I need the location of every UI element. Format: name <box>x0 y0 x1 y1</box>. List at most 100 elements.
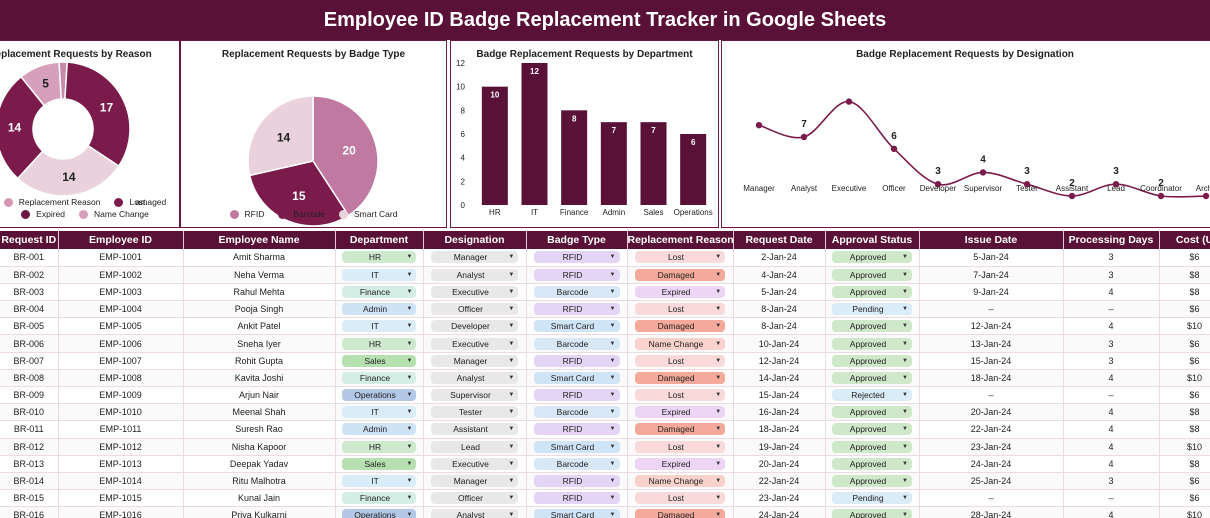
table-cell[interactable]: BR-016 <box>0 506 59 518</box>
table-cell[interactable]: $8 <box>1159 283 1210 302</box>
chart-desig-panel[interactable]: Badge Replacement Requests by Designatio… <box>721 40 1210 228</box>
table-cell[interactable]: Amit Sharma <box>183 249 336 267</box>
table-cell[interactable]: Sales <box>335 352 424 370</box>
dropdown-chip[interactable]: Sales <box>341 457 417 470</box>
table-cell[interactable]: Damaged <box>627 317 734 336</box>
table-cell[interactable]: Expired <box>627 283 734 302</box>
dropdown-chip[interactable]: Expired <box>634 406 726 419</box>
table-cell[interactable]: Pooja Singh <box>183 300 336 319</box>
dropdown-chip[interactable]: Approved <box>832 423 912 436</box>
table-cell[interactable]: 3 <box>1063 249 1160 267</box>
table-cell[interactable]: Neha Verma <box>183 266 336 284</box>
dropdown-chip[interactable]: Name Change <box>634 337 726 350</box>
table-cell[interactable]: BR-012 <box>0 438 59 456</box>
table-cell[interactable]: Kunal Jain <box>183 489 336 508</box>
dropdown-chip[interactable]: Smart Card <box>533 371 620 384</box>
table-cell[interactable]: 16-Jan-24 <box>733 403 826 422</box>
table-cell[interactable]: EMP-1013 <box>58 455 184 473</box>
dropdown-chip[interactable]: RFID <box>533 492 620 505</box>
table-cell[interactable]: Officer <box>423 300 527 319</box>
table-cell[interactable]: IT <box>335 403 424 422</box>
table-cell[interactable]: BR-011 <box>0 420 59 439</box>
dropdown-chip[interactable]: RFID <box>533 251 620 264</box>
table-cell[interactable]: 3 <box>1063 352 1160 370</box>
dropdown-chip[interactable]: Approved <box>832 440 912 453</box>
dropdown-chip[interactable]: Analyst <box>430 509 519 518</box>
column-header[interactable]: Issue Date <box>919 231 1064 249</box>
table-cell[interactable]: – <box>1063 300 1160 319</box>
table-cell[interactable]: EMP-1006 <box>58 334 184 353</box>
table-cell[interactable]: IT <box>335 317 424 336</box>
table-cell[interactable]: EMP-1007 <box>58 352 184 370</box>
dropdown-chip[interactable]: RFID <box>533 303 620 316</box>
table-cell[interactable]: 14-Jan-24 <box>733 369 826 388</box>
dropdown-chip[interactable]: Barcode <box>533 457 620 470</box>
table-cell[interactable]: EMP-1002 <box>58 266 184 284</box>
table-cell[interactable]: RFID <box>526 249 628 267</box>
table-cell[interactable]: Tester <box>423 403 527 422</box>
dropdown-chip[interactable]: Expired <box>634 457 726 470</box>
dropdown-chip[interactable]: Lost <box>634 492 726 505</box>
table-cell[interactable]: BR-014 <box>0 472 59 491</box>
table-cell[interactable]: Barcode <box>526 403 628 422</box>
table-cell[interactable]: 28-Jan-24 <box>919 506 1064 518</box>
table-cell[interactable]: BR-002 <box>0 266 59 284</box>
table-cell[interactable]: Expired <box>627 455 734 473</box>
table-cell[interactable]: Lost <box>627 489 734 508</box>
chart-reason-panel[interactable]: Replacement Requests by Reason 17 14 14 5 R… <box>0 40 180 228</box>
dropdown-chip[interactable]: Manager <box>430 354 519 367</box>
table-cell[interactable]: RFID <box>526 300 628 319</box>
table-cell[interactable]: Rohit Gupta <box>183 352 336 370</box>
dropdown-chip[interactable]: RFID <box>533 389 620 402</box>
table-cell[interactable]: Approved <box>825 438 920 456</box>
table-cell[interactable]: 7-Jan-24 <box>919 266 1064 284</box>
table-cell[interactable]: Supervisor <box>423 386 527 405</box>
table-cell[interactable]: – <box>1063 489 1160 508</box>
dropdown-chip[interactable]: Officer <box>430 492 519 505</box>
dropdown-chip[interactable]: IT <box>341 475 417 488</box>
table-cell[interactable]: Smart Card <box>526 317 628 336</box>
table-cell[interactable]: Approved <box>825 317 920 336</box>
table-cell[interactable]: Kavita Joshi <box>183 369 336 388</box>
table-cell[interactable]: EMP-1015 <box>58 489 184 508</box>
dropdown-chip[interactable]: Executive <box>430 457 519 470</box>
dropdown-chip[interactable]: Approved <box>832 475 912 488</box>
table-cell[interactable]: Operations <box>335 506 424 518</box>
table-cell[interactable]: 25-Jan-24 <box>919 472 1064 491</box>
table-cell[interactable]: 4 <box>1063 455 1160 473</box>
dropdown-chip[interactable]: Damaged <box>634 268 726 281</box>
table-cell[interactable]: Approved <box>825 369 920 388</box>
column-header[interactable]: Employee ID <box>58 231 184 249</box>
dropdown-chip[interactable]: Damaged <box>634 509 726 518</box>
dropdown-chip[interactable]: Approved <box>832 285 912 298</box>
table-cell[interactable]: EMP-1008 <box>58 369 184 388</box>
table-cell[interactable]: 22-Jan-24 <box>733 472 826 491</box>
column-header[interactable]: Designation <box>423 231 527 249</box>
table-cell[interactable]: $6 <box>1159 300 1210 319</box>
table-cell[interactable]: 4 <box>1063 317 1160 336</box>
table-cell[interactable]: $10 <box>1159 506 1210 518</box>
table-cell[interactable]: 4 <box>1063 403 1160 422</box>
dropdown-chip[interactable]: Pending <box>832 303 912 316</box>
dropdown-chip[interactable]: Smart Card <box>533 509 620 518</box>
table-cell[interactable]: EMP-1016 <box>58 506 184 518</box>
table-cell[interactable]: $6 <box>1159 386 1210 405</box>
dropdown-chip[interactable]: Tester <box>430 406 519 419</box>
dropdown-chip[interactable]: Smart Card <box>533 320 620 333</box>
dropdown-chip[interactable]: Smart Card <box>533 440 620 453</box>
table-cell[interactable]: 8-Jan-24 <box>733 317 826 336</box>
dropdown-chip[interactable]: Analyst <box>430 371 519 384</box>
table-cell[interactable]: Manager <box>423 249 527 267</box>
table-cell[interactable]: IT <box>335 472 424 491</box>
table-cell[interactable]: Rejected <box>825 386 920 405</box>
table-cell[interactable]: Damaged <box>627 420 734 439</box>
dropdown-chip[interactable]: Approved <box>832 509 912 518</box>
table-cell[interactable]: Executive <box>423 455 527 473</box>
table-cell[interactable]: $8 <box>1159 420 1210 439</box>
dropdown-chip[interactable]: Approved <box>832 337 912 350</box>
dropdown-chip[interactable]: Lost <box>634 354 726 367</box>
table-cell[interactable]: Executive <box>423 283 527 302</box>
